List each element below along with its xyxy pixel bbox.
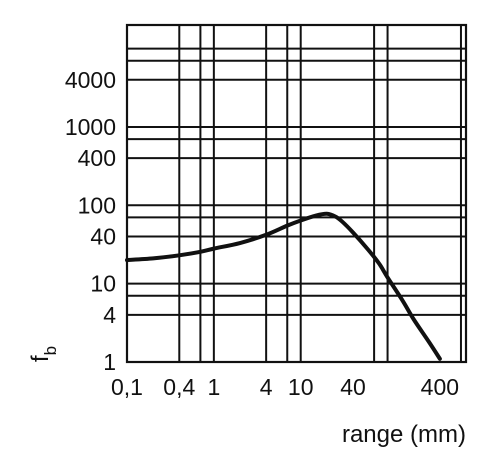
y-axis-label-subscript: b [41,346,60,355]
y-tick-label: 4 [103,302,116,328]
series-line [125,211,442,361]
x-axis-label: range (mm) [342,421,466,448]
x-tick-label: 40 [340,374,366,400]
x-tick-label: 4 [260,374,273,400]
y-tick-label: 100 [78,192,116,218]
y-axis-label-main: f [27,355,54,362]
x-tick-label: 400 [421,374,459,400]
y-tick-label: 1000 [65,114,116,140]
x-tick-labels: 0,1 0,4 1 4 10 40 400 [111,374,459,400]
y-tick-label: 10 [90,271,116,297]
y-tick-labels: 1 4 10 40 100 400 1000 4000 [65,67,116,375]
y-tick-label: 4000 [65,67,116,93]
y-tick-label: 1 [103,349,116,375]
y-tick-label: 40 [90,223,116,249]
y-tick-label: 400 [78,145,116,171]
x-tick-label: 1 [207,374,220,400]
plot-frame [125,23,468,364]
x-tick-label: 0,1 [111,374,143,400]
x-tick-label: 10 [288,374,314,400]
grid [127,25,466,362]
series-layer [125,211,442,361]
x-tick-label: 0,4 [163,374,195,400]
y-axis-label: fb [27,346,60,362]
